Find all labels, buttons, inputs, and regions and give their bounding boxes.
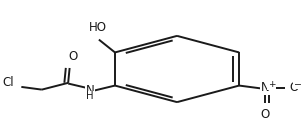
Text: N: N <box>261 81 269 94</box>
Text: Cl: Cl <box>2 76 14 89</box>
Text: N: N <box>86 83 95 96</box>
Text: +: + <box>268 80 275 89</box>
Text: −: − <box>294 79 302 88</box>
Text: O: O <box>68 50 77 63</box>
Text: HO: HO <box>88 21 106 34</box>
Text: O: O <box>260 108 270 121</box>
Text: O: O <box>289 81 299 94</box>
Text: H: H <box>86 91 94 101</box>
